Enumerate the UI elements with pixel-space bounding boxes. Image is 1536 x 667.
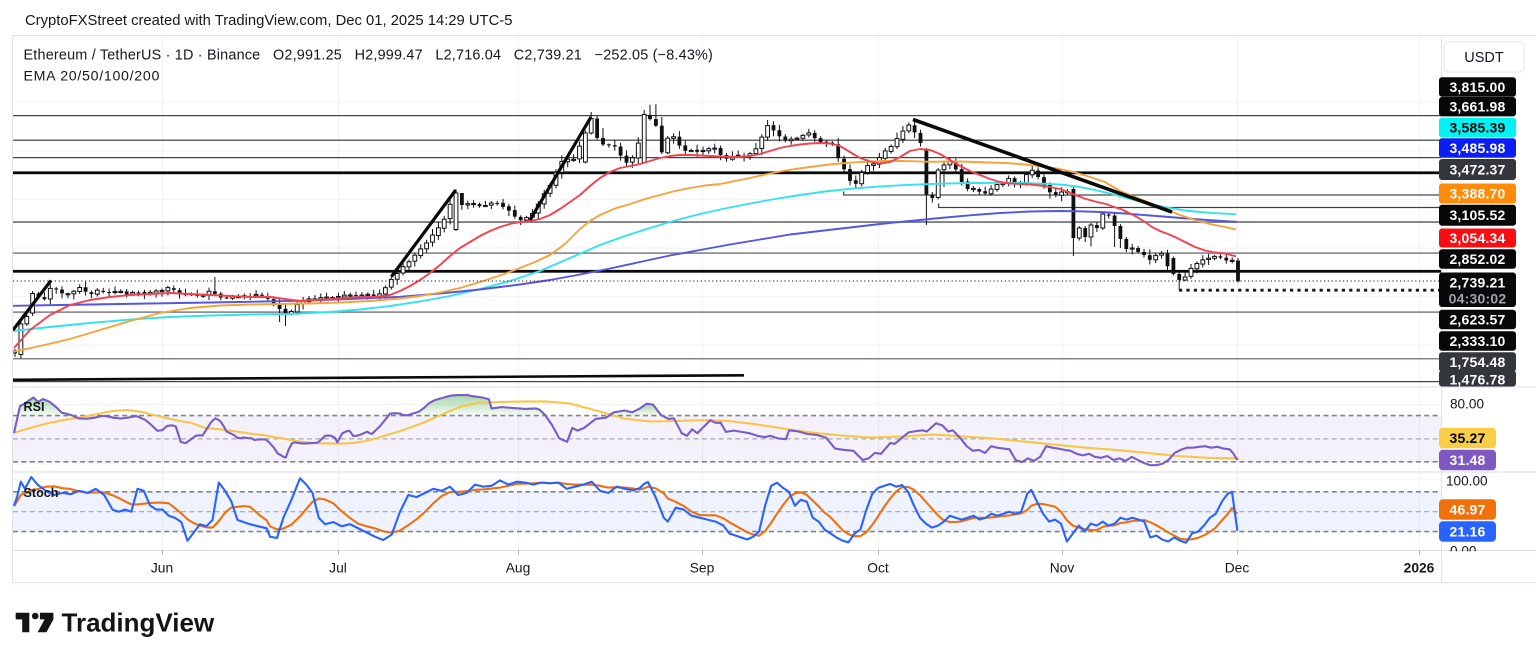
svg-text:3,661.98: 3,661.98 [1449, 99, 1505, 115]
svg-text:RSI: RSI [24, 400, 45, 414]
svg-text:3,472.37: 3,472.37 [1449, 161, 1505, 177]
svg-text:USDT: USDT [1464, 50, 1504, 66]
svg-text:31.48: 31.48 [1449, 452, 1485, 468]
svg-text:Stoch: Stoch [24, 486, 59, 500]
svg-text:Ethereum / TetherUS · 1D · Bin: Ethereum / TetherUS · 1D · Binance O2,99… [24, 48, 714, 64]
svg-text:Sep: Sep [690, 561, 715, 576]
svg-text:2,739.21: 2,739.21 [1449, 275, 1505, 291]
svg-text:CryptoFXStreet created with Tr: CryptoFXStreet created with TradingView.… [25, 13, 512, 29]
svg-text:Jul: Jul [329, 561, 347, 576]
svg-text:3,105.52: 3,105.52 [1449, 207, 1505, 223]
svg-text:Aug: Aug [506, 561, 531, 576]
svg-text:35.27: 35.27 [1449, 430, 1485, 446]
svg-text:3,485.98: 3,485.98 [1449, 140, 1505, 156]
svg-text:1,476.78: 1,476.78 [1449, 372, 1505, 388]
svg-text:04:30:02: 04:30:02 [1449, 291, 1507, 307]
svg-text:3,585.39: 3,585.39 [1449, 119, 1505, 135]
svg-text:100.00: 100.00 [1446, 474, 1488, 489]
svg-text:2,623.57: 2,623.57 [1449, 311, 1505, 327]
svg-text:Jun: Jun [151, 561, 173, 576]
svg-text:3,815.00: 3,815.00 [1449, 79, 1505, 95]
svg-text:2,852.02: 2,852.02 [1449, 251, 1505, 267]
svg-text:Dec: Dec [1225, 561, 1250, 576]
svg-text:Nov: Nov [1050, 561, 1075, 576]
svg-text:3,388.70: 3,388.70 [1449, 185, 1505, 201]
svg-text:1,754.48: 1,754.48 [1449, 354, 1505, 370]
svg-text:46.97: 46.97 [1449, 501, 1485, 517]
svg-text:0.00: 0.00 [1450, 544, 1477, 559]
svg-text:TradingView: TradingView [62, 608, 215, 638]
svg-text:2,333.10: 2,333.10 [1449, 333, 1505, 349]
svg-text:3,054.34: 3,054.34 [1449, 230, 1505, 246]
svg-text:Oct: Oct [867, 561, 889, 576]
svg-text:21.16: 21.16 [1449, 523, 1485, 539]
svg-text:2026: 2026 [1404, 561, 1435, 576]
svg-text:EMA 20/50/100/200: EMA 20/50/100/200 [24, 69, 161, 85]
svg-text:80.00: 80.00 [1450, 397, 1484, 412]
